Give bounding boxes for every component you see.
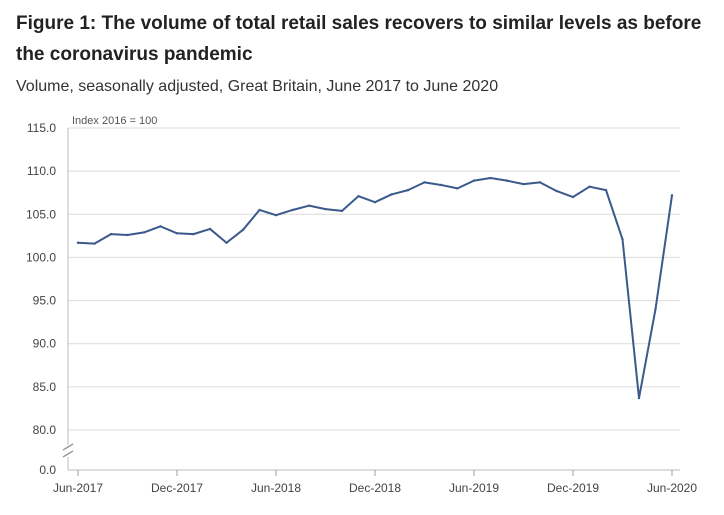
data-point — [390, 193, 393, 196]
data-point — [406, 188, 410, 192]
x-tick-label: Dec-2017 — [151, 481, 203, 495]
y-tick-label: 100.0 — [26, 250, 56, 264]
chart-subtitle: Volume, seasonally adjusted, Great Brita… — [16, 78, 499, 95]
y-axis-label: Index 2016 = 100 — [72, 115, 157, 127]
axis-break-mark — [62, 450, 74, 458]
y-tick-label: 115.0 — [27, 121, 56, 135]
data-point — [208, 227, 212, 231]
y-tick-label: 80.0 — [33, 423, 57, 437]
data-point — [472, 179, 476, 182]
data-point — [489, 176, 492, 180]
data-point — [654, 308, 657, 311]
y-tick-label: 110.0 — [27, 164, 56, 178]
y-tick-label-baseline: 0.0 — [39, 463, 56, 477]
data-point — [274, 213, 278, 217]
x-tick-label: Jun-2020 — [647, 481, 697, 495]
data-point — [555, 189, 558, 193]
y-tick-label: 90.0 — [33, 337, 57, 351]
data-point — [621, 238, 624, 241]
chart-title: Figure 1: The volume of total retail sal… — [16, 13, 702, 65]
data-point — [538, 181, 542, 184]
x-tick-label: Jun-2019 — [449, 481, 499, 495]
series-group — [76, 176, 674, 400]
data-point — [175, 232, 179, 235]
data-point — [373, 201, 377, 204]
data-point — [258, 208, 261, 212]
data-point — [324, 207, 327, 211]
data-point — [571, 195, 575, 199]
data-point — [126, 233, 129, 237]
data-point — [439, 183, 443, 187]
y-axis: 115.0 110.0 105.0 100.0 95.0 90.0 85.0 80.0 0.0 — [26, 121, 75, 477]
data-point — [241, 228, 245, 232]
data-point — [340, 209, 344, 213]
data-point — [225, 241, 228, 244]
data-point — [109, 232, 113, 236]
data-point — [456, 187, 459, 190]
axis-break-mask — [61, 445, 75, 457]
data-point — [670, 194, 674, 197]
series-line — [77, 177, 673, 400]
x-tick-label: Jun-2017 — [53, 481, 103, 495]
data-point — [159, 225, 162, 228]
y-tick-label: 85.0 — [33, 380, 57, 394]
y-tick-label: 105.0 — [26, 207, 56, 221]
data-point — [76, 241, 80, 244]
x-tick-label: Dec-2019 — [547, 481, 599, 495]
data-point — [522, 182, 525, 186]
x-tick-label: Dec-2018 — [349, 481, 401, 495]
data-point — [142, 231, 146, 234]
data-point — [604, 188, 608, 192]
data-point — [637, 396, 641, 400]
data-point — [291, 208, 294, 212]
y-tick-label: 95.0 — [33, 294, 57, 308]
x-axis: Jun-2017 Dec-2017 Jun-2018 Dec-2018 Jun-2019… — [53, 470, 697, 495]
axis-break-mark — [62, 443, 74, 451]
data-point — [588, 185, 591, 188]
data-point — [307, 204, 311, 207]
grid-lines — [68, 127, 680, 471]
data-point — [192, 232, 195, 236]
data-point — [357, 194, 360, 198]
data-point — [93, 242, 96, 245]
data-point — [505, 179, 509, 182]
x-tick-label: Jun-2018 — [251, 481, 301, 495]
data-point — [423, 181, 426, 184]
